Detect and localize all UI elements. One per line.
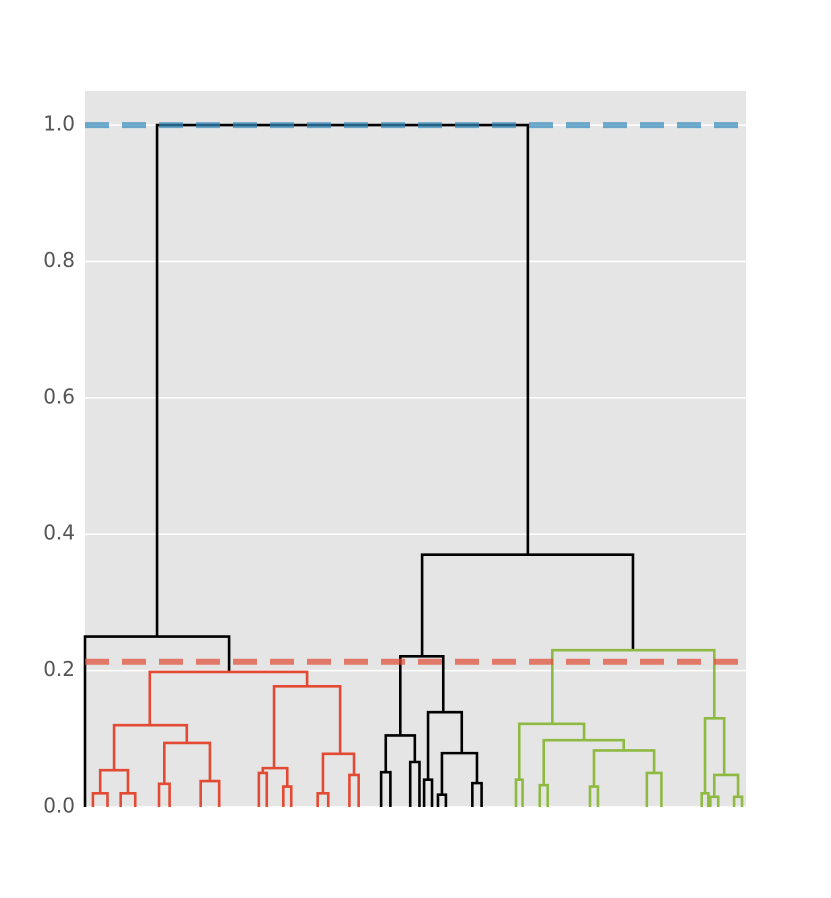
dendrogram-link [261, 766, 289, 787]
y-tick-label: 0.4 [43, 521, 75, 545]
dendrogram-link [119, 792, 137, 807]
y-tick-label: 0.0 [43, 794, 75, 818]
dendrogram-link [514, 778, 524, 807]
dendrogram-link [157, 782, 171, 807]
dendrogram-link [112, 723, 189, 771]
dendrogram-link [471, 781, 483, 807]
dendrogram-link [98, 768, 130, 794]
dendrogram-link [281, 785, 293, 807]
y-tick-label: 0.8 [43, 248, 75, 272]
dendrogram-link [272, 685, 342, 769]
dendrogram-link [398, 654, 445, 736]
dendrogram-link [440, 751, 479, 795]
dendrogram-link [384, 734, 417, 773]
dendrogram-link [538, 783, 550, 807]
dendrogram-link [592, 749, 656, 787]
dendrogram-link [645, 771, 663, 807]
dendrogram-link [732, 795, 744, 807]
dendrogram-link [712, 773, 740, 797]
plot-area [85, 91, 746, 807]
dendrogram-link [436, 793, 448, 807]
y-tick-label: 0.2 [43, 657, 75, 681]
y-tick-label: 0.6 [43, 384, 75, 408]
dendrogram-link [517, 722, 586, 780]
dendrogram-link [348, 773, 360, 807]
dendrogram-link [321, 752, 356, 794]
dendrogram-link [148, 670, 309, 726]
dendrogram-link [588, 785, 600, 807]
dendrogram-link [700, 792, 710, 807]
dendrogram-link [163, 741, 212, 784]
dendrogram-link [316, 792, 330, 807]
dendrogram-link [703, 717, 726, 794]
dendrogram-link [379, 770, 392, 807]
dendrogram-link [551, 648, 716, 724]
dendrogram-link [709, 795, 720, 807]
dendrogram-link [408, 760, 421, 807]
dendrogram-link [426, 710, 464, 780]
dendrogram-link [91, 792, 109, 807]
dendrogram-link [422, 778, 434, 807]
dendrogram-link [199, 779, 221, 807]
dendrogram-link [420, 553, 635, 657]
dendrogram-link [83, 635, 231, 807]
dendrogram-link [542, 738, 626, 786]
dendrogram-link [257, 771, 269, 807]
y-tick-label: 1.0 [43, 112, 75, 136]
dendrogram-link [155, 123, 530, 637]
